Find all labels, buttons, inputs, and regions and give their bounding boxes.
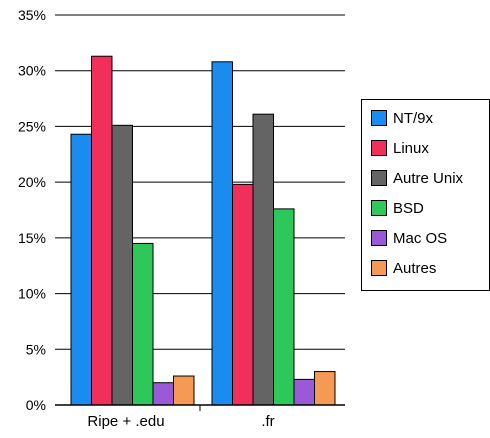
bar-autres-0 <box>173 375 195 406</box>
legend-label: Linux <box>393 139 429 157</box>
x-category-label: Ripe + .edu <box>87 413 164 430</box>
legend-item-nt9x: NT/9x <box>371 106 433 130</box>
legend-swatch <box>371 200 387 216</box>
bar-mac-os-0 <box>152 382 174 406</box>
legend-swatch <box>371 110 387 126</box>
legend-item-bsd: BSD <box>371 196 424 220</box>
legend-swatch <box>371 170 387 186</box>
y-axis-ticks: 0% 5% 10% 15% 20% 25% 30% 35% <box>18 7 46 413</box>
legend-label: BSD <box>393 199 424 217</box>
bar-bsd-1 <box>273 208 295 406</box>
bar-autre-unix-0 <box>111 124 133 406</box>
bar-nt-9x-1 <box>211 61 233 406</box>
y-tick-label: 0% <box>26 397 46 413</box>
y-tick-label: 10% <box>18 286 46 302</box>
legend-item-autre-unix: Autre Unix <box>371 166 463 190</box>
y-tick-label: 20% <box>18 174 46 190</box>
legend-label: Autres <box>393 259 437 277</box>
y-tick-label: 30% <box>18 63 46 79</box>
legend-swatch <box>371 140 387 156</box>
x-category-label: .fr <box>261 413 274 430</box>
bar-autre-unix-1 <box>252 113 274 406</box>
bar-autres-1 <box>314 371 336 406</box>
y-tick-label: 35% <box>18 7 46 23</box>
bar-linux-1 <box>232 183 254 406</box>
legend-item-linux: Linux <box>371 136 429 160</box>
legend-label: Mac OS <box>393 229 448 247</box>
legend-item-mac-os: Mac OS <box>371 226 447 250</box>
legend-swatch <box>371 260 387 276</box>
legend-label: NT/9x <box>393 109 434 127</box>
legend-label: Autre Unix <box>393 169 464 187</box>
legend: NT/9x Linux Autre Unix BSD Mac OS Autres <box>361 99 490 291</box>
x-axis-categories: Ripe + .edu .fr <box>87 413 274 430</box>
y-tick-label: 25% <box>18 118 46 134</box>
bar-nt-9x-0 <box>70 133 92 406</box>
legend-item-autres: Autres <box>371 256 436 280</box>
bars <box>70 55 336 406</box>
bar-bsd-0 <box>132 242 154 406</box>
bar-mac-os-1 <box>293 378 315 406</box>
x-axis <box>55 404 345 411</box>
y-tick-label: 5% <box>26 341 46 357</box>
y-tick-label: 15% <box>18 230 46 246</box>
legend-swatch <box>371 230 387 246</box>
bar-linux-0 <box>91 55 113 406</box>
